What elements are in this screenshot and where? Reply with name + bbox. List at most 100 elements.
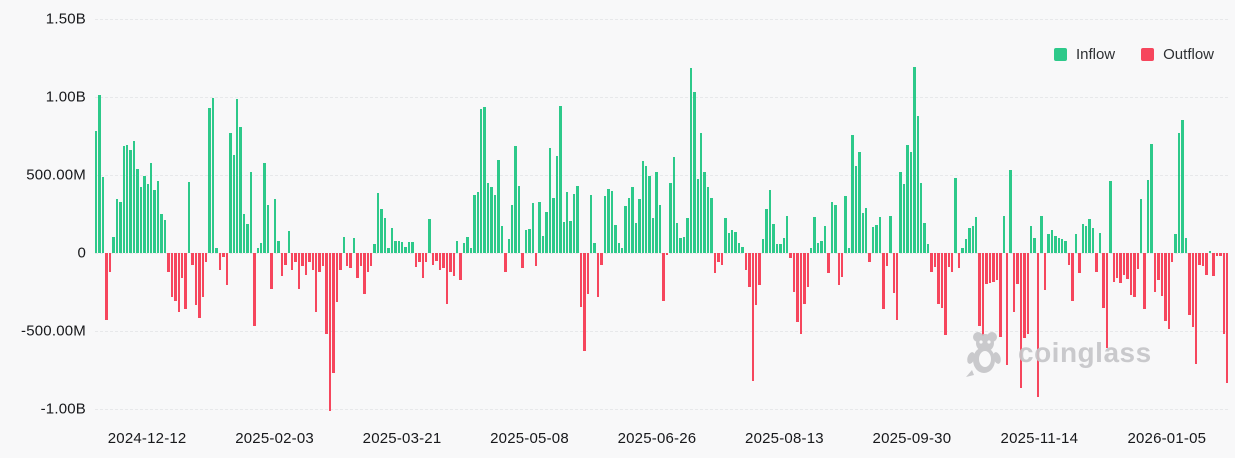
inflow-bar[interactable]	[724, 19, 727, 409]
outflow-bar[interactable]	[304, 19, 308, 409]
inflow-bar[interactable]	[906, 19, 909, 409]
inflow-bar[interactable]	[136, 19, 139, 409]
outflow-bar[interactable]	[321, 19, 325, 409]
inflow-bar[interactable]	[548, 19, 552, 409]
inflow-bar[interactable]	[772, 19, 775, 409]
inflow-bar[interactable]	[672, 19, 675, 409]
outflow-bar[interactable]	[431, 19, 435, 409]
outflow-bar[interactable]	[1170, 19, 1174, 409]
legend-item-inflow[interactable]: Inflow	[1053, 46, 1115, 63]
outflow-bar[interactable]	[418, 19, 421, 409]
inflow-bar[interactable]	[229, 19, 232, 409]
inflow-bar[interactable]	[1146, 19, 1150, 409]
outflow-bar[interactable]	[414, 19, 418, 409]
outflow-bar[interactable]	[1222, 19, 1225, 409]
inflow-bar[interactable]	[878, 19, 882, 409]
inflow-bar[interactable]	[545, 19, 548, 409]
inflow-bar[interactable]	[1140, 19, 1143, 409]
inflow-bar[interactable]	[98, 19, 101, 409]
outflow-bar[interactable]	[438, 19, 442, 409]
inflow-bar[interactable]	[129, 19, 132, 409]
outflow-bar[interactable]	[1143, 19, 1146, 409]
inflow-bar[interactable]	[590, 19, 593, 409]
inflow-bar[interactable]	[624, 19, 627, 409]
inflow-bar[interactable]	[466, 19, 469, 409]
inflow-bar[interactable]	[273, 19, 277, 409]
outflow-bar[interactable]	[1071, 19, 1074, 409]
outflow-bar[interactable]	[1036, 19, 1040, 409]
outflow-bar[interactable]	[222, 19, 225, 409]
outflow-bar[interactable]	[191, 19, 194, 409]
inflow-bar[interactable]	[510, 19, 514, 409]
inflow-bar[interactable]	[861, 19, 864, 409]
inflow-bar[interactable]	[394, 19, 397, 409]
outflow-bar[interactable]	[105, 19, 108, 409]
inflow-bar[interactable]	[689, 19, 693, 409]
outflow-bar[interactable]	[957, 19, 961, 409]
inflow-bar[interactable]	[95, 19, 98, 409]
inflow-bar[interactable]	[1040, 19, 1043, 409]
inflow-bar[interactable]	[617, 19, 620, 409]
inflow-bar[interactable]	[902, 19, 906, 409]
outflow-bar[interactable]	[198, 19, 201, 409]
outflow-bar[interactable]	[796, 19, 799, 409]
inflow-bar[interactable]	[150, 19, 153, 409]
outflow-bar[interactable]	[445, 19, 449, 409]
outflow-bar[interactable]	[280, 19, 284, 409]
outflow-bar[interactable]	[950, 19, 954, 409]
inflow-bar[interactable]	[913, 19, 916, 409]
inflow-bar[interactable]	[607, 19, 610, 409]
inflow-bar[interactable]	[373, 19, 376, 409]
outflow-bar[interactable]	[1157, 19, 1160, 409]
outflow-bar[interactable]	[1019, 19, 1023, 409]
outflow-bar[interactable]	[174, 19, 177, 409]
outflow-bar[interactable]	[459, 19, 462, 409]
inflow-bar[interactable]	[538, 19, 541, 409]
inflow-bar[interactable]	[765, 19, 768, 409]
outflow-bar[interactable]	[311, 19, 314, 409]
outflow-bar[interactable]	[885, 19, 889, 409]
inflow-bar[interactable]	[517, 19, 521, 409]
outflow-bar[interactable]	[930, 19, 933, 409]
outflow-bar[interactable]	[1219, 19, 1222, 409]
inflow-bar[interactable]	[648, 19, 651, 409]
outflow-bar[interactable]	[449, 19, 452, 409]
inflow-bar[interactable]	[916, 19, 919, 409]
outflow-bar[interactable]	[218, 19, 222, 409]
outflow-bar[interactable]	[315, 19, 318, 409]
outflow-bar[interactable]	[806, 19, 809, 409]
inflow-bar[interactable]	[565, 19, 569, 409]
inflow-bar[interactable]	[975, 19, 978, 409]
inflow-bar[interactable]	[1054, 19, 1057, 409]
inflow-bar[interactable]	[1174, 19, 1177, 409]
inflow-bar[interactable]	[528, 19, 531, 409]
inflow-bar[interactable]	[645, 19, 648, 409]
outflow-bar[interactable]	[1136, 19, 1139, 409]
outflow-bar[interactable]	[992, 19, 995, 409]
inflow-bar[interactable]	[383, 19, 387, 409]
inflow-bar[interactable]	[552, 19, 555, 409]
outflow-bar[interactable]	[177, 19, 180, 409]
inflow-bar[interactable]	[407, 19, 411, 409]
inflow-bar[interactable]	[132, 19, 136, 409]
legend-item-outflow[interactable]: Outflow	[1141, 46, 1214, 63]
outflow-bar[interactable]	[600, 19, 603, 409]
outflow-bar[interactable]	[662, 19, 665, 409]
outflow-bar[interactable]	[1126, 19, 1129, 409]
inflow-bar[interactable]	[239, 19, 242, 409]
inflow-bar[interactable]	[813, 19, 816, 409]
outflow-bar[interactable]	[995, 19, 999, 409]
outflow-bar[interactable]	[108, 19, 112, 409]
inflow-bar[interactable]	[679, 19, 682, 409]
outflow-bar[interactable]	[579, 19, 583, 409]
inflow-bar[interactable]	[119, 19, 122, 409]
outflow-bar[interactable]	[253, 19, 256, 409]
inflow-bar[interactable]	[380, 19, 383, 409]
inflow-bar[interactable]	[497, 19, 500, 409]
inflow-bar[interactable]	[782, 19, 785, 409]
outflow-bar[interactable]	[1201, 19, 1205, 409]
outflow-bar[interactable]	[359, 19, 363, 409]
inflow-bar[interactable]	[490, 19, 493, 409]
inflow-bar[interactable]	[115, 19, 119, 409]
outflow-bar[interactable]	[339, 19, 342, 409]
